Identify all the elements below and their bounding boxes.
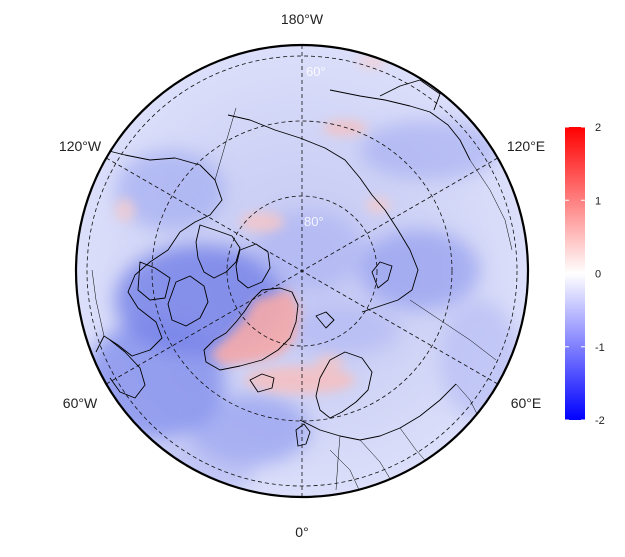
anomaly-norwegian-sea-positive — [245, 366, 355, 394]
map-boundary — [74, 43, 530, 499]
positive-anomalies — [115, 56, 390, 394]
coastline-iceland — [249, 373, 275, 393]
coastline-novaya-zemlya — [371, 261, 393, 289]
coastline-baffin — [167, 275, 209, 327]
anomaly-scandinavia-coast-positive — [316, 355, 344, 369]
border-europe-1 — [329, 449, 361, 493]
anomaly-alaska-west-positive — [115, 198, 135, 222]
coastlines — [95, 79, 471, 447]
lon-label-bottom: 0° — [295, 524, 308, 540]
border-usa-canada — [91, 269, 105, 337]
colorbar-gradient — [565, 127, 585, 420]
border-russia-kazakhstan — [409, 299, 497, 361]
coastline-north-america — [95, 149, 223, 357]
border-europe-2 — [359, 439, 393, 483]
border-asia-2 — [469, 159, 513, 251]
colorbar-tick-label: 2 — [595, 122, 601, 134]
coastline-scandinavia — [315, 351, 373, 419]
graticule — [86, 45, 518, 497]
coastline-siberia — [227, 114, 419, 313]
lon-label-top: 180°W — [281, 11, 324, 27]
coastline-british-isles — [295, 423, 311, 447]
anomaly-west-siberia — [440, 300, 520, 420]
anomaly-laptev-positive — [366, 197, 390, 213]
latitude-label-outer: 60° — [306, 64, 326, 79]
colorbar-ticks: 2 1 0 -1 -2 — [565, 122, 605, 427]
anomaly-alaska — [115, 150, 225, 230]
coastline-kamchatka — [379, 79, 441, 111]
anomaly-barents-sea — [290, 305, 400, 355]
coastline-europe — [299, 383, 457, 441]
coastline-greenland — [203, 287, 299, 371]
anomaly-east-siberia — [360, 120, 500, 180]
latitude-circle-70 — [151, 120, 453, 422]
colorbar-tick-label: -1 — [595, 342, 605, 354]
lon-label-lower-left: 60°W — [63, 395, 98, 411]
coastline-labrador — [109, 339, 146, 399]
coastline-canadian-archipelago — [195, 224, 241, 279]
border-canada-alaska — [214, 107, 237, 181]
lon-label-lower-right: 60°E — [511, 395, 542, 411]
colorbar: 2 1 0 -1 -2 — [565, 122, 605, 427]
colorbar-tick-label: 1 — [595, 195, 601, 207]
anomaly-beaufort-positive — [240, 212, 284, 232]
coastline-svalbard — [315, 311, 335, 329]
anomaly-greenland-positive — [210, 290, 300, 365]
anomaly-siberia-north-positive — [358, 56, 386, 68]
anomaly-chukchi-positive — [323, 120, 367, 136]
lon-label-upper-left: 120°W — [59, 138, 102, 154]
coastline-east-siberia — [329, 89, 471, 161]
anomaly-kara-sea — [360, 230, 480, 310]
map-disk: 60° 80° — [76, 45, 528, 497]
latitude-label-inner: 80° — [304, 214, 324, 229]
colorbar-tick-label: 0 — [595, 269, 601, 281]
anomaly-central-arctic — [255, 210, 365, 290]
meridian-60w-120e — [106, 157, 498, 385]
border-europe-4 — [335, 435, 341, 491]
lon-label-upper-right: 120°E — [507, 138, 545, 154]
colorbar-tick-label: -2 — [595, 415, 605, 427]
coastline-hudson-bay — [137, 261, 171, 301]
